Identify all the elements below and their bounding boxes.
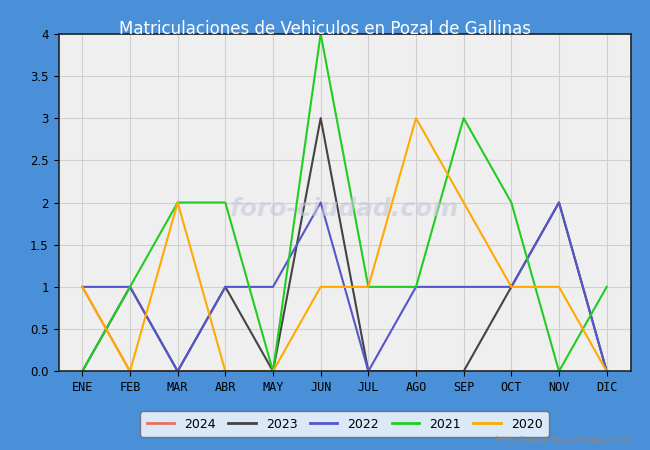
Text: Matriculaciones de Vehiculos en Pozal de Gallinas: Matriculaciones de Vehiculos en Pozal de… [119, 20, 531, 38]
Text: http://www.foro-ciudad.com: http://www.foro-ciudad.com [495, 436, 630, 446]
Legend: 2024, 2023, 2022, 2021, 2020: 2024, 2023, 2022, 2021, 2020 [140, 411, 549, 437]
Text: foro-ciudad.com: foro-ciudad.com [230, 197, 459, 221]
